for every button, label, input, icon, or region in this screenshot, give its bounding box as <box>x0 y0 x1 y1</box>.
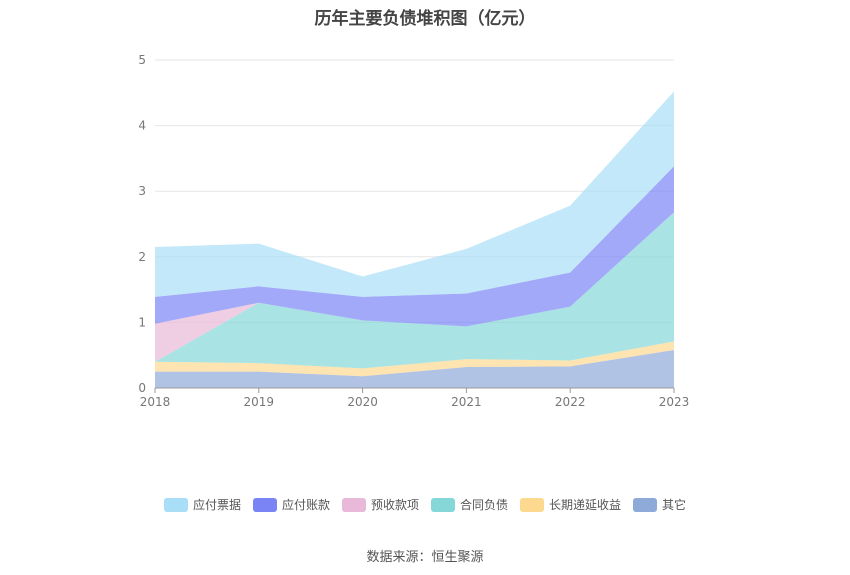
legend-item[interactable]: 其它 <box>633 496 686 513</box>
axes: 0 1 2 3 4 5 2018 2019 2020 2021 2022 2023 <box>138 53 689 409</box>
x-tick-label: 2020 <box>347 395 378 409</box>
x-tick-label: 2023 <box>659 395 690 409</box>
y-tick-label: 4 <box>138 119 146 133</box>
legend-label: 应付票据 <box>192 498 241 512</box>
y-tick-label: 2 <box>138 250 146 264</box>
legend-item[interactable]: 预收款项 <box>341 496 419 513</box>
legend-item[interactable]: 应付票据 <box>163 496 241 513</box>
area-series-2 <box>155 212 674 369</box>
legend-label: 其它 <box>662 498 687 512</box>
area-series-1 <box>155 341 674 377</box>
legend-label: 合同负债 <box>460 498 509 512</box>
legend-swatch <box>431 497 455 512</box>
legend-swatch <box>633 497 658 512</box>
legend-swatch <box>341 497 366 512</box>
area-series-5 <box>155 91 674 297</box>
y-tick-label: 0 <box>138 381 146 395</box>
legend-item[interactable]: 长期递延收益 <box>520 496 621 513</box>
legend-label: 预收款项 <box>370 498 419 512</box>
x-tick-label: 2021 <box>451 395 482 409</box>
y-tick-label: 5 <box>138 53 146 67</box>
y-tick-label: 1 <box>138 315 146 329</box>
legend-swatch <box>163 497 188 512</box>
area-series-4 <box>155 166 674 327</box>
y-tick-label: 3 <box>138 184 146 198</box>
x-tick-label: 2022 <box>555 395 586 409</box>
legend-label: 应付账款 <box>281 498 330 512</box>
data-source-label: 数据来源：恒生聚源 <box>366 550 484 565</box>
area-series-0 <box>155 349 674 388</box>
x-tick-label: 2018 <box>140 395 171 409</box>
legend: 应付票据 应付账款 预收款项 合同负债 长期递延收益 其它 <box>0 496 850 513</box>
x-tick-label: 2019 <box>244 395 275 409</box>
chart-title: 历年主要负债堆积图（亿元） <box>314 9 536 29</box>
legend-swatch <box>520 497 545 512</box>
area-series <box>155 91 674 388</box>
legend-label: 长期递延收益 <box>549 498 622 512</box>
legend-swatch <box>252 497 277 512</box>
legend-item[interactable]: 合同负债 <box>431 496 508 513</box>
legend-item[interactable]: 应付账款 <box>252 496 330 513</box>
